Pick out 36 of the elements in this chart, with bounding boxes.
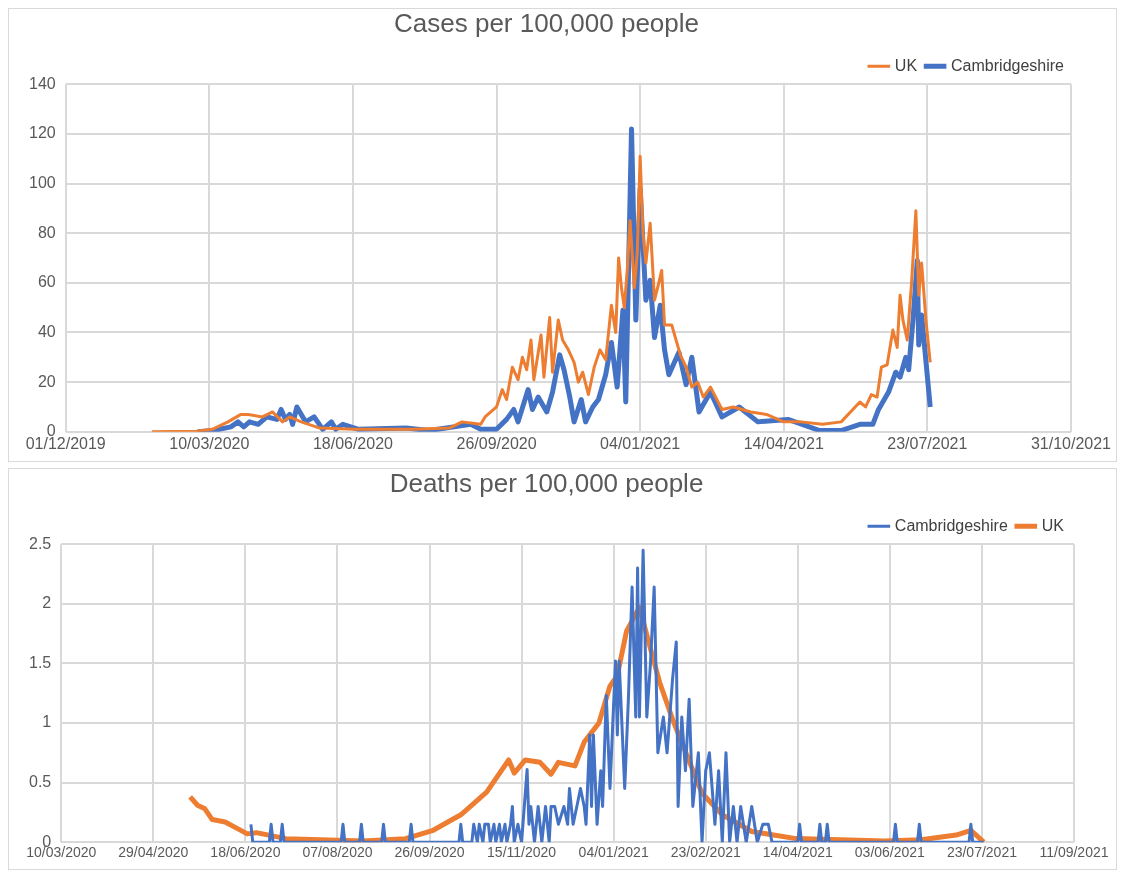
y-tick-label: 140 bbox=[28, 74, 56, 92]
y-tick-label: 120 bbox=[28, 124, 56, 142]
chart-title: Cases per 100,000 people bbox=[393, 7, 700, 38]
x-tick-label: 26/09/2020 bbox=[456, 434, 537, 452]
x-tick-label: 18/06/2020 bbox=[312, 434, 394, 452]
x-tick-label: 14/04/2021 bbox=[743, 434, 824, 452]
legend-label: Cambridgeshire bbox=[951, 56, 1065, 74]
y-tick-label: 20 bbox=[37, 372, 56, 390]
x-tick-label: 03/06/2021 bbox=[854, 844, 926, 861]
x-tick-label: 11/09/2021 bbox=[1039, 844, 1109, 861]
x-tick-label: 10/03/2020 bbox=[169, 434, 250, 452]
chart-title: Deaths per 100,000 people bbox=[389, 467, 704, 498]
y-tick-label: 80 bbox=[37, 223, 56, 241]
x-tick-label: 18/06/2020 bbox=[210, 844, 281, 861]
y-tick-label: 100 bbox=[28, 173, 56, 191]
x-tick-label: 29/04/2020 bbox=[118, 844, 189, 861]
x-tick-label: 07/08/2020 bbox=[302, 844, 373, 861]
legend-label: UK bbox=[894, 56, 918, 74]
x-tick-label: 14/04/2021 bbox=[762, 844, 834, 861]
x-tick-label: 23/02/2021 bbox=[670, 844, 741, 861]
x-tick-label: 04/01/2021 bbox=[578, 844, 649, 861]
x-tick-label: 15/11/2020 bbox=[487, 844, 557, 861]
y-tick-label: 2.5 bbox=[28, 534, 52, 552]
y-tick-label: 1 bbox=[42, 713, 52, 731]
y-tick-label: 2 bbox=[42, 594, 52, 612]
x-tick-label: 26/09/2020 bbox=[394, 844, 465, 861]
legend-label: Cambridgeshire bbox=[894, 516, 1008, 534]
x-tick-label: 23/07/2021 bbox=[946, 844, 1018, 861]
legend-label: UK bbox=[1041, 516, 1065, 534]
x-tick-label: 31/10/2021 bbox=[1030, 434, 1112, 452]
y-tick-label: 40 bbox=[37, 322, 56, 340]
x-tick-label: 04/01/2021 bbox=[600, 434, 681, 452]
y-tick-label: 60 bbox=[37, 273, 56, 291]
y-tick-label: 1.5 bbox=[28, 653, 52, 671]
x-tick-label: 23/07/2021 bbox=[887, 434, 968, 452]
y-tick-label: 0.5 bbox=[28, 773, 52, 791]
